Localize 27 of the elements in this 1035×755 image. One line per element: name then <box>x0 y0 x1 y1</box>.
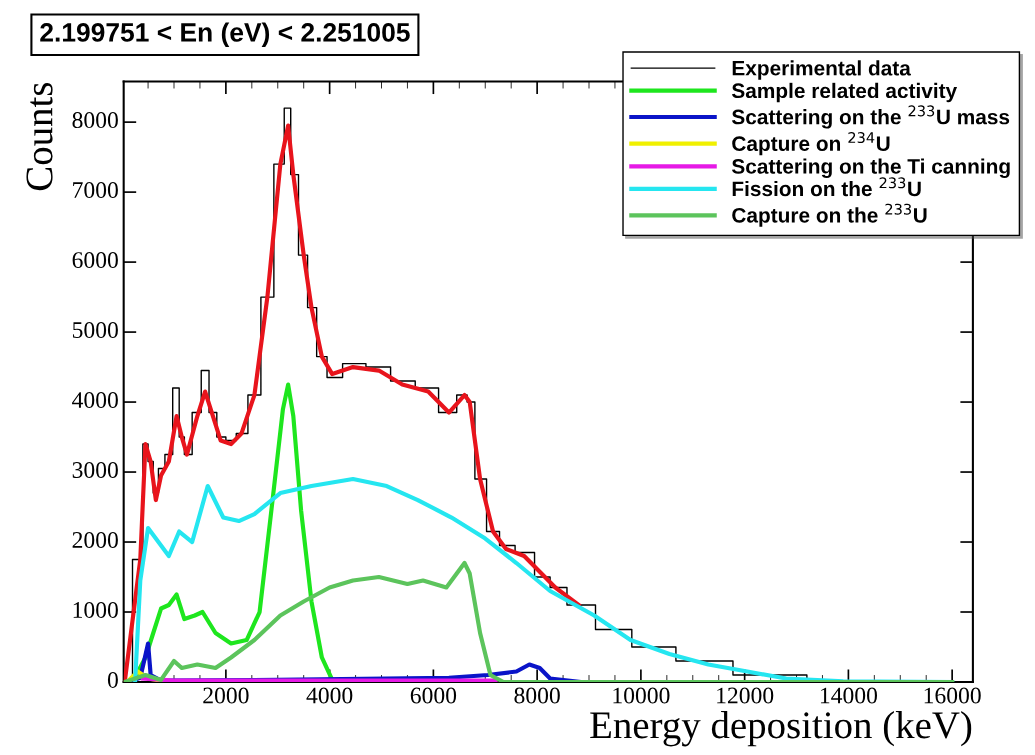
legend-label: Experimental data <box>732 60 911 80</box>
y-axis-title: Counts <box>26 82 53 191</box>
legend-label: Capture on $^{234}$U <box>732 132 890 156</box>
x-tick-label: 6000 <box>410 687 457 704</box>
x-tick-label: 14000 <box>820 687 878 704</box>
legend-label: Capture on the $^{233}$U <box>732 203 927 227</box>
chart-title: 2.199751 < En (eV) < 2.251005 <box>40 22 410 47</box>
legend-label: Fission on the $^{233}$U <box>732 177 921 197</box>
y-tick-label: 2000 <box>72 532 118 548</box>
legend-label: Sample related activity <box>731 82 958 103</box>
y-tick-label: 0 <box>107 671 118 688</box>
x-tick-label: 2000 <box>203 687 249 704</box>
legend-label: Scattering on the $^{233}$U mass <box>731 105 1010 129</box>
x-axis-title: Energy deposition (keV) <box>590 711 972 747</box>
legend-label: Scattering on the Ti canning <box>731 158 1010 178</box>
y-tick-label: 5000 <box>72 322 118 338</box>
x-tick-label: 16000 <box>924 687 981 704</box>
x-tick-label: 10000 <box>613 687 670 704</box>
y-tick-label: 4000 <box>72 392 118 408</box>
y-tick-label: 7000 <box>73 182 118 199</box>
y-tick-label: 3000 <box>72 462 118 478</box>
x-tick-label: 12000 <box>717 687 774 704</box>
x-tick-label: 4000 <box>306 687 353 704</box>
y-tick-label: 8000 <box>72 112 118 129</box>
x-tick-label: 8000 <box>514 687 560 704</box>
y-tick-label: 6000 <box>72 252 118 269</box>
y-tick-label: 1000 <box>73 601 118 618</box>
